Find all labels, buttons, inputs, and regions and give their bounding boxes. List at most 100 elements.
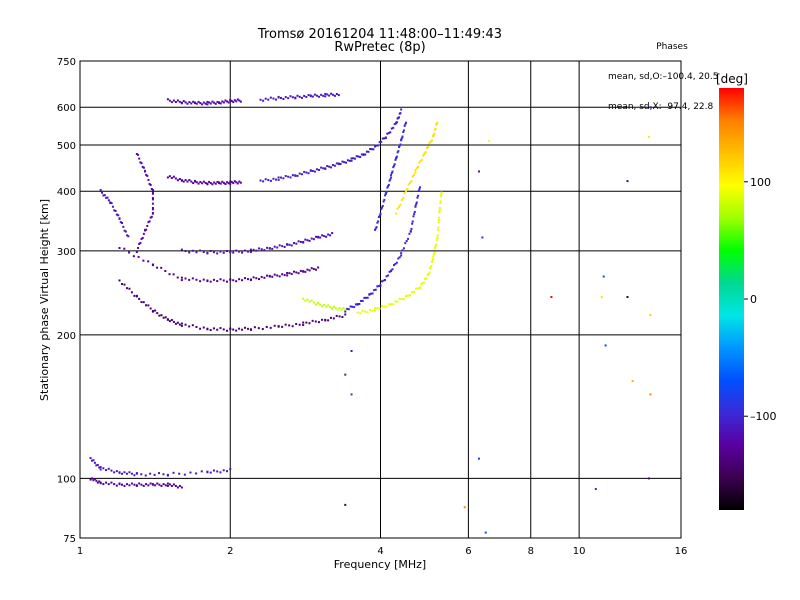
data-point xyxy=(360,299,363,302)
data-point xyxy=(647,135,650,138)
data-point xyxy=(170,176,173,179)
data-point xyxy=(303,94,306,97)
data-point xyxy=(246,278,249,281)
data-point xyxy=(222,101,225,104)
data-point xyxy=(417,194,420,197)
data-point xyxy=(166,484,169,487)
data-point xyxy=(212,327,215,330)
data-point xyxy=(289,95,292,98)
x-tick-label: 8 xyxy=(528,546,534,557)
data-point xyxy=(308,239,311,242)
data-point xyxy=(117,214,120,217)
data-point xyxy=(299,269,302,272)
data-point xyxy=(199,249,202,252)
data-point xyxy=(236,98,239,101)
data-point xyxy=(649,314,652,317)
data-point xyxy=(239,100,242,103)
data-point xyxy=(385,190,388,193)
data-point xyxy=(386,132,389,135)
data-point xyxy=(180,322,183,325)
data-point xyxy=(413,173,416,176)
data-point xyxy=(225,329,228,332)
data-point xyxy=(135,251,138,254)
y-tick-label: 75 xyxy=(63,534,76,545)
data-point xyxy=(140,162,143,165)
data-point xyxy=(298,95,301,98)
data-point xyxy=(101,191,104,194)
data-point xyxy=(413,290,416,293)
data-point xyxy=(164,270,167,273)
data-point xyxy=(277,176,280,179)
data-point xyxy=(397,150,400,153)
data-point xyxy=(168,175,171,178)
data-point xyxy=(221,180,224,183)
data-point xyxy=(400,108,403,111)
data-point xyxy=(331,307,334,310)
colorbar-tick-label: 100 xyxy=(750,176,771,189)
data-point xyxy=(135,294,138,297)
data-point xyxy=(405,240,408,243)
data-point xyxy=(398,145,401,148)
data-point xyxy=(252,248,255,251)
data-point xyxy=(415,201,418,204)
colorbar-tick-label: –100 xyxy=(750,410,777,423)
data-point xyxy=(151,197,154,200)
data-point xyxy=(407,237,410,240)
data-point xyxy=(336,308,339,311)
data-point xyxy=(626,296,629,299)
data-point xyxy=(246,250,249,253)
data-point xyxy=(206,251,209,254)
data-point xyxy=(347,308,350,311)
data-point xyxy=(439,200,442,203)
data-point xyxy=(353,306,356,309)
data-point xyxy=(399,112,402,115)
data-point xyxy=(300,173,303,176)
data-point xyxy=(369,147,372,150)
data-point xyxy=(380,208,383,211)
data-point xyxy=(176,99,179,102)
data-point xyxy=(130,482,133,485)
data-point xyxy=(199,280,202,283)
data-point xyxy=(182,100,185,103)
data-point xyxy=(225,280,228,283)
data-point xyxy=(405,294,408,297)
data-point xyxy=(417,287,420,290)
data-point xyxy=(195,181,198,184)
y-tick-label: 200 xyxy=(57,331,76,342)
data-point xyxy=(419,160,422,163)
data-point xyxy=(206,470,209,473)
y-tick-label: 100 xyxy=(57,474,76,485)
data-point xyxy=(99,189,102,192)
data-point xyxy=(307,172,310,175)
data-point xyxy=(378,141,381,144)
data-point xyxy=(308,322,311,325)
data-point xyxy=(150,215,153,218)
data-point xyxy=(305,96,308,99)
data-point xyxy=(281,325,284,328)
data-point xyxy=(390,127,393,130)
data-point xyxy=(395,121,398,124)
data-point xyxy=(350,157,353,160)
data-point xyxy=(128,471,131,474)
data-point xyxy=(257,327,260,330)
data-point xyxy=(366,311,369,314)
data-point xyxy=(437,219,440,222)
data-point xyxy=(124,230,127,233)
data-point xyxy=(224,183,227,186)
data-point xyxy=(145,228,148,231)
data-point xyxy=(107,483,110,486)
data-point xyxy=(369,308,372,311)
data-point xyxy=(156,266,159,269)
data-point xyxy=(374,307,377,310)
data-point xyxy=(192,182,195,185)
data-point xyxy=(146,174,149,177)
data-point xyxy=(325,305,328,308)
data-point xyxy=(113,483,116,486)
data-point xyxy=(273,273,276,276)
data-point xyxy=(221,100,224,103)
data-point xyxy=(600,296,603,299)
data-point xyxy=(429,266,432,269)
data-point xyxy=(158,314,161,317)
data-point xyxy=(212,278,215,281)
data-point xyxy=(110,481,113,484)
